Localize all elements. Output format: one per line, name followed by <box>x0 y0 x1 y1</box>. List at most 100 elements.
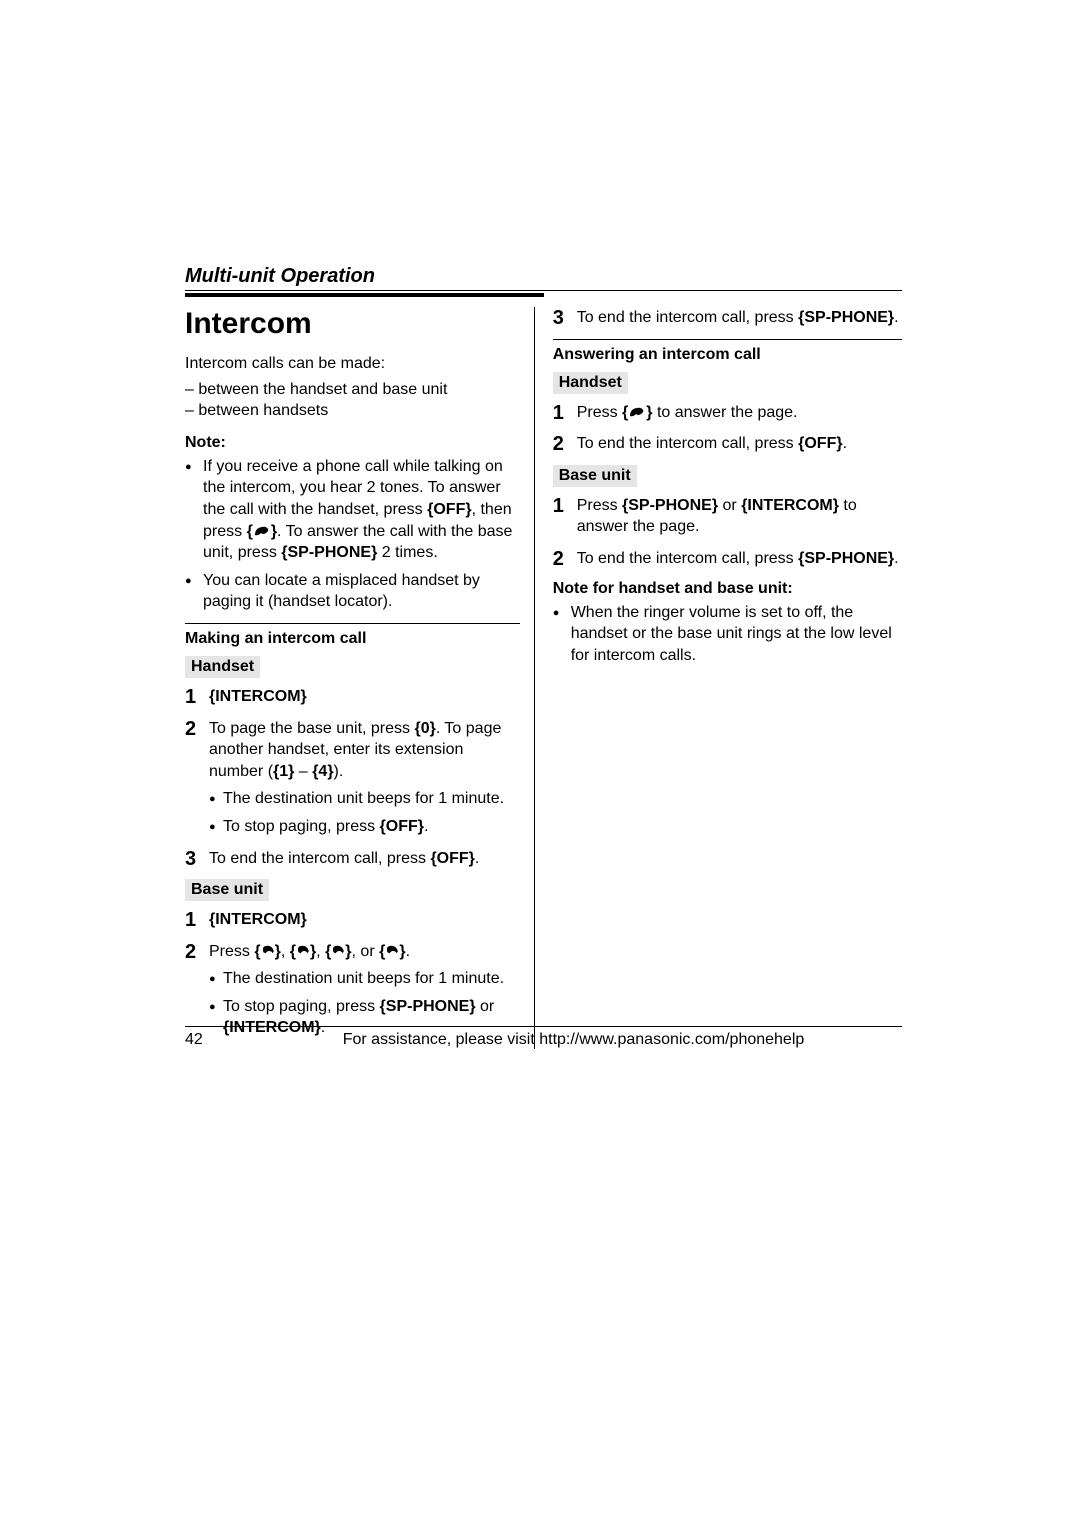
step-text: . <box>475 850 479 867</box>
subsection-rule <box>553 339 902 340</box>
step-item: 1 Press {} to answer the page. <box>553 402 902 424</box>
note-list: If you receive a phone call while talkin… <box>185 456 520 613</box>
handset-key: {} <box>325 943 351 960</box>
header-rule-thick <box>185 293 544 297</box>
handset-key: {} <box>254 943 280 960</box>
sp-phone-key: {SP-PHONE} <box>622 497 718 514</box>
intercom-key: {INTERCOM} <box>209 688 307 705</box>
footer: 42 For assistance, please visit http://w… <box>185 1026 902 1049</box>
handset-icon <box>385 944 399 958</box>
note-label: Note: <box>185 434 520 452</box>
note2-item: When the ringer volume is set to off, th… <box>553 602 902 667</box>
sp-phone-key: {SP-PHONE} <box>380 998 476 1015</box>
sub-bullet-item: The destination unit beeps for 1 minute. <box>209 968 520 990</box>
comma: , <box>281 943 290 960</box>
step-text: Press <box>209 943 254 960</box>
step-item: 2 To end the intercom call, press {OFF}. <box>553 433 902 455</box>
step-text: . <box>843 435 847 452</box>
answering-call-title: Answering an intercom call <box>553 346 902 364</box>
handset-key: {} <box>379 943 405 960</box>
step-item: 1 {INTERCOM} <box>185 686 520 708</box>
step-number: 2 <box>553 431 564 458</box>
step-item: 1 Press {SP-PHONE} or {INTERCOM} to answ… <box>553 495 902 538</box>
page-number: 42 <box>185 1031 245 1049</box>
step-text: . <box>406 943 410 960</box>
step-item: 2 To page the base unit, press {0}. To p… <box>185 718 520 838</box>
step-number: 1 <box>185 907 196 934</box>
step-text: To page the base unit, press <box>209 720 414 737</box>
sub-bullets: The destination unit beeps for 1 minute.… <box>209 788 520 837</box>
continued-steps: 3 To end the intercom call, press {SP-PH… <box>553 307 902 329</box>
answer-handset-steps: 1 Press {} to answer the page. 2 To end … <box>553 402 902 455</box>
off-key: {OFF} <box>430 850 474 867</box>
step-number: 1 <box>553 400 564 427</box>
step-text: . <box>894 309 898 326</box>
step-text: Press <box>577 404 622 421</box>
step-item: 2 Press {}, {}, {}, or {}. The destinati… <box>185 941 520 1039</box>
handset-icon <box>331 944 345 958</box>
step-number: 3 <box>185 846 196 873</box>
step-item: 2 To end the intercom call, press {SP-PH… <box>553 548 902 570</box>
header-rule-thin <box>185 290 902 291</box>
step-text: to answer the page. <box>653 404 798 421</box>
right-column: 3 To end the intercom call, press {SP-PH… <box>553 307 902 1049</box>
note-item: If you receive a phone call while talkin… <box>185 456 520 564</box>
off-key: {OFF} <box>380 818 424 835</box>
step-text: – <box>294 763 312 780</box>
off-key: {OFF} <box>427 501 471 518</box>
baseunit-steps: 1 {INTERCOM} 2 Press {}, {}, {}, or {}. … <box>185 909 520 1039</box>
sub-text: . <box>424 818 428 835</box>
step-text: To end the intercom call, press <box>577 550 798 567</box>
left-column: Intercom Intercom calls can be made: – b… <box>185 307 535 1049</box>
talk-key: {} <box>622 404 652 421</box>
step-number: 2 <box>553 546 564 573</box>
zero-key: {0} <box>414 720 435 737</box>
main-heading: Intercom <box>185 307 520 341</box>
making-call-title: Making an intercom call <box>185 630 520 648</box>
talk-key: {} <box>247 523 277 540</box>
sub-text: or <box>476 998 495 1015</box>
step-text: or <box>718 497 741 514</box>
one-key: {1} <box>273 763 294 780</box>
intro-item: – between the handset and base unit <box>185 379 520 401</box>
intro-text: Intercom calls can be made: <box>185 353 520 375</box>
handset-steps: 1 {INTERCOM} 2 To page the base unit, pr… <box>185 686 520 869</box>
step-text: Press <box>577 497 622 514</box>
sub-bullet-item: The destination unit beeps for 1 minute. <box>209 788 520 810</box>
handset-key: {} <box>290 943 316 960</box>
base-unit-label: Base unit <box>185 879 269 901</box>
step-text: To end the intercom call, press <box>577 435 798 452</box>
sp-phone-key: {SP-PHONE} <box>798 309 894 326</box>
step-text: To end the intercom call, press <box>577 309 798 326</box>
answer-baseunit-steps: 1 Press {SP-PHONE} or {INTERCOM} to answ… <box>553 495 902 570</box>
step-number: 2 <box>185 939 196 966</box>
two-column-layout: Intercom Intercom calls can be made: – b… <box>185 307 902 1049</box>
step-item: 3 To end the intercom call, press {OFF}. <box>185 848 520 870</box>
handset-icon <box>261 944 275 958</box>
intro-list: – between the handset and base unit – be… <box>185 379 520 422</box>
base-unit-label: Base unit <box>553 465 637 487</box>
handset-label: Handset <box>553 372 628 394</box>
handset-label: Handset <box>185 656 260 678</box>
four-key: {4} <box>312 763 333 780</box>
step-text: . <box>894 550 898 567</box>
intro-item: – between handsets <box>185 400 520 422</box>
step-number: 1 <box>185 684 196 711</box>
talk-icon <box>253 524 271 538</box>
note2-list: When the ringer volume is set to off, th… <box>553 602 902 667</box>
comma: , <box>316 943 325 960</box>
talk-icon <box>628 405 646 419</box>
step-text: To end the intercom call, press <box>209 850 430 867</box>
step-item: 1 {INTERCOM} <box>185 909 520 931</box>
page-content: Multi-unit Operation Intercom Intercom c… <box>185 265 902 1049</box>
section-header: Multi-unit Operation <box>185 265 902 288</box>
sp-phone-key: {SP-PHONE} <box>281 544 377 561</box>
sp-phone-key: {SP-PHONE} <box>798 550 894 567</box>
step-number: 1 <box>553 493 564 520</box>
handset-icon <box>296 944 310 958</box>
sub-text: To stop paging, press <box>223 998 380 1015</box>
note-item: You can locate a misplaced handset by pa… <box>185 570 520 613</box>
sub-text: To stop paging, press <box>223 818 380 835</box>
or-text: , or <box>352 943 380 960</box>
off-key: {OFF} <box>798 435 842 452</box>
